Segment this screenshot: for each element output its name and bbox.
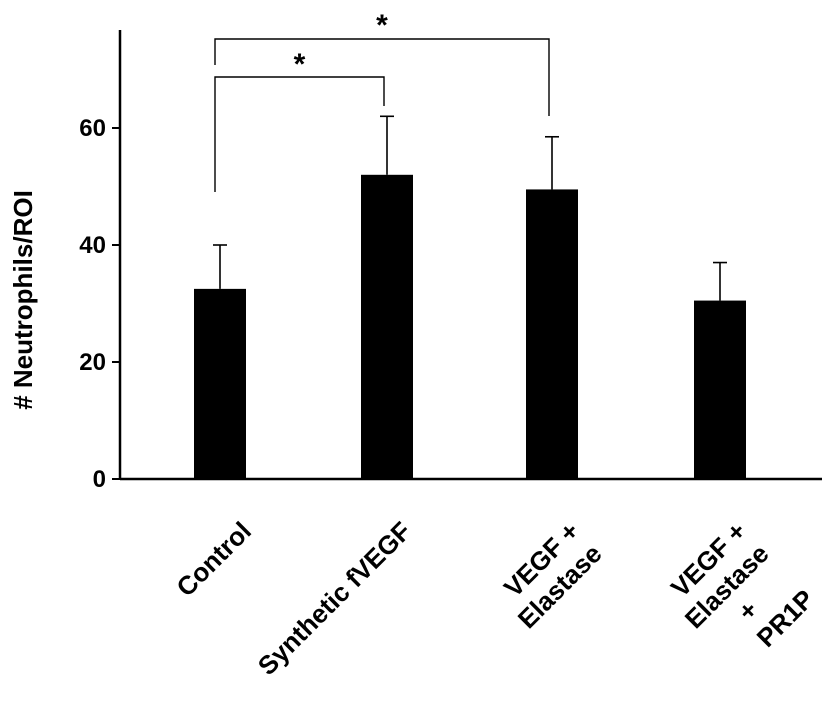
significance-bracket: [214, 76, 385, 192]
bar: [194, 288, 246, 479]
x-category-label: VEGF +Elastase: [498, 516, 608, 634]
significance-star: *: [376, 9, 388, 42]
error-bars: [213, 115, 727, 301]
y-tick-label: 20: [79, 349, 106, 376]
significance-brackets: **: [214, 9, 550, 192]
x-category-label: VEGF +Elastase+PR1P: [665, 516, 820, 653]
bar: [361, 174, 413, 480]
y-tick-label: 40: [79, 232, 106, 259]
x-category-label-line: Synthetic fVEGF: [252, 516, 417, 681]
bar: [526, 189, 578, 480]
y-axis-ticks: 0 20 40 60: [79, 115, 120, 493]
y-tick-label: 60: [79, 115, 106, 142]
y-tick-label: 0: [93, 466, 106, 493]
x-category-label: Synthetic fVEGF: [252, 516, 417, 681]
x-category-label-line: +: [732, 595, 764, 627]
y-axis-label: # Neutrophils/ROI: [8, 190, 38, 410]
bars: [194, 174, 746, 480]
bar: [694, 300, 746, 479]
x-category-label: Control: [170, 516, 257, 603]
significance-star: *: [294, 48, 306, 81]
x-category-label-line: Control: [170, 516, 257, 603]
significance-bracket: [214, 38, 550, 116]
